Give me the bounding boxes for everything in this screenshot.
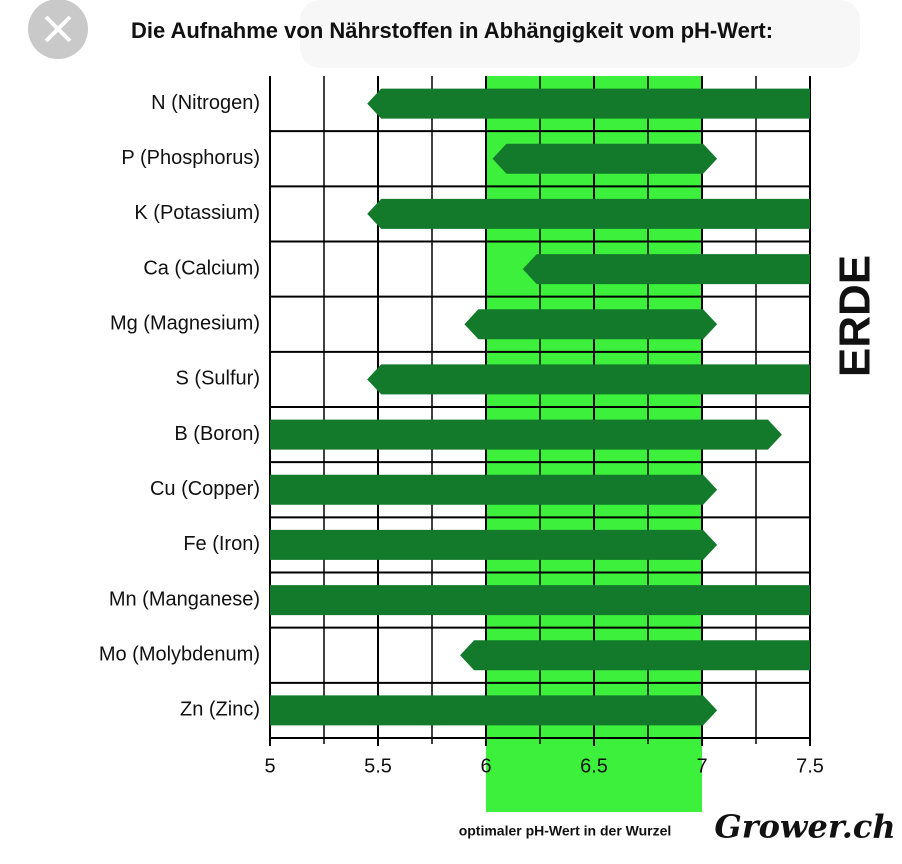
y-tick-label: Mg (Magnesium) — [110, 313, 260, 335]
x-tick-label: 7 — [696, 755, 707, 777]
bar — [367, 88, 810, 119]
y-tick-label: P (Phosphorus) — [121, 147, 260, 169]
x-tick-label: 6 — [480, 755, 491, 777]
optimal-label: optimaler pH-Wert in der Wurzel — [459, 823, 672, 839]
chart-title: Die Aufnahme von Nährstoffen in Abhängig… — [131, 18, 773, 43]
y-tick-label: Cu (Copper) — [150, 478, 260, 500]
bar — [270, 419, 782, 450]
close-icon — [44, 15, 72, 43]
bar — [464, 309, 718, 340]
y-tick-label: K (Potassium) — [134, 202, 260, 224]
x-tick-label: 6.5 — [580, 755, 608, 777]
title-backdrop — [300, 0, 860, 68]
y-tick-label: Zn (Zinc) — [180, 699, 260, 721]
watermark: Grower.ch — [714, 808, 895, 846]
y-tick-label: Ca (Calcium) — [143, 257, 260, 279]
bar — [270, 695, 718, 726]
y-tick-label: S (Sulfur) — [176, 368, 260, 390]
bar — [270, 474, 718, 505]
plot-area: optimaler pH-Wert in der Wurzel 5 5.5 6 6.5 7… — [99, 76, 824, 839]
y-tick-label: N (Nitrogen) — [151, 92, 260, 114]
bar — [367, 198, 810, 229]
y-tick-label: Fe (Iron) — [183, 533, 260, 555]
y-tick-label: Mn (Manganese) — [109, 588, 260, 610]
x-tick-label: 5.5 — [364, 755, 392, 777]
bar — [270, 585, 810, 616]
bar — [522, 254, 810, 285]
x-tick-label: 7.5 — [796, 755, 824, 777]
bar — [492, 143, 718, 174]
bar — [270, 529, 718, 560]
x-tick-label: 5 — [264, 755, 275, 777]
bar — [367, 364, 810, 395]
bar — [460, 640, 810, 671]
y-tick-label: Mo (Molybdenum) — [99, 644, 260, 666]
y-tick-label: B (Boron) — [174, 423, 260, 445]
side-label: ERDE — [831, 255, 880, 377]
